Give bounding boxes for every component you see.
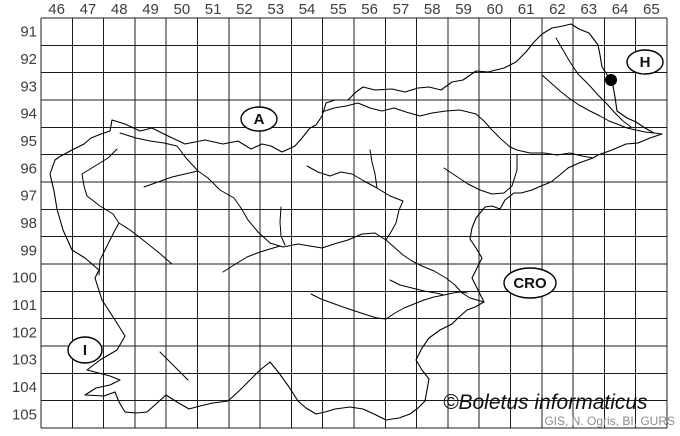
- grid-column-label: 48: [111, 1, 128, 18]
- country-label-ellipse-croatia: [503, 267, 557, 299]
- slovenia-border-outline: [49, 23, 663, 421]
- grid-row-label: 93: [20, 78, 37, 95]
- occurrence-markers: [605, 74, 617, 86]
- country-label-text-hungary: H: [640, 54, 651, 71]
- grid-column-label: 59: [455, 1, 472, 18]
- grid-column-label: 56: [361, 1, 378, 18]
- grid-row-label: 102: [12, 324, 37, 341]
- grid-column-label: 64: [612, 1, 629, 18]
- grid-row-label: 100: [12, 270, 37, 287]
- grid-column-labels: 46 47 48 49 50 51 52 53 54 55 56 57 58 59 60 61 62 63 64 65: [48, 1, 659, 18]
- river-sava: [197, 170, 485, 303]
- river-idrijca: [118, 222, 173, 265]
- river-soca: [81, 148, 120, 276]
- grid-row-label: 105: [12, 406, 37, 423]
- country-label-ellipse-austria: [240, 106, 278, 132]
- river-paka: [369, 149, 378, 189]
- river-kamniska-bistrica: [279, 206, 286, 246]
- grid-column-label: 49: [142, 1, 159, 18]
- grid-row-label: 97: [20, 188, 37, 205]
- grid-row-label: 99: [20, 242, 37, 259]
- country-border: [49, 23, 663, 421]
- river-drava: [357, 102, 594, 159]
- grid-column-label: 55: [330, 1, 347, 18]
- country-labels: A H CRO I: [67, 49, 664, 364]
- grid-column-label: 46: [48, 1, 65, 18]
- river-meza: [321, 102, 359, 113]
- mtb-grid-lines: [40, 17, 668, 429]
- grid-column-label: 63: [580, 1, 597, 18]
- grid-row-label: 91: [20, 24, 37, 41]
- river-reka: [159, 351, 189, 381]
- grid-column-label: 51: [205, 1, 222, 18]
- attribution-text: ©Boletus informaticus: [443, 391, 648, 414]
- grid-column-label: 50: [174, 1, 191, 18]
- country-label-text-italy: I: [83, 342, 87, 359]
- grid-column-label: 47: [80, 1, 97, 18]
- grid-column-label: 58: [424, 1, 441, 18]
- grid-row-label: 98: [20, 215, 37, 232]
- grid-column-label: 60: [487, 1, 504, 18]
- river-krka: [310, 291, 468, 320]
- river-ledava: [555, 37, 632, 128]
- grid-column-label: 57: [393, 1, 410, 18]
- country-label-ellipse-italy: [67, 336, 103, 364]
- grid-column-label: 52: [236, 1, 253, 18]
- grid-row-label: 104: [12, 379, 37, 396]
- grid-column-label: 62: [549, 1, 566, 18]
- country-label-text-croatia: CRO: [513, 275, 547, 292]
- grid-row-label: 92: [20, 51, 37, 68]
- country-label-text-austria: A: [254, 111, 265, 128]
- grid-column-label: 61: [518, 1, 535, 18]
- river-mirna: [389, 279, 445, 296]
- grid-column-label: 53: [267, 1, 284, 18]
- river-mura: [541, 74, 655, 134]
- river-dravinja: [443, 154, 518, 195]
- grid-row-labels: 91 92 93 94 95 96 97 98 99 100 101 102 103 104 105: [12, 24, 37, 424]
- river-savinja: [306, 165, 404, 241]
- grid-row-label: 95: [20, 133, 37, 150]
- river-network: [81, 37, 655, 381]
- country-label-ellipse-hungary: [626, 49, 664, 75]
- grid-row-label: 101: [12, 297, 37, 314]
- river-ljubljanica: [222, 245, 281, 273]
- grid-column-label: 65: [643, 1, 660, 18]
- grid-row-label: 94: [20, 106, 37, 123]
- grid-column-label: 54: [299, 1, 316, 18]
- river-sava-dolinka: [119, 132, 199, 172]
- river-sava-bohinjka: [143, 170, 199, 188]
- occurrence-dot: [605, 74, 617, 86]
- grid-row-label: 103: [12, 352, 37, 369]
- credits-text: GIS, N. Ogris, BI, GURS: [544, 414, 675, 428]
- grid-row-label: 96: [20, 160, 37, 177]
